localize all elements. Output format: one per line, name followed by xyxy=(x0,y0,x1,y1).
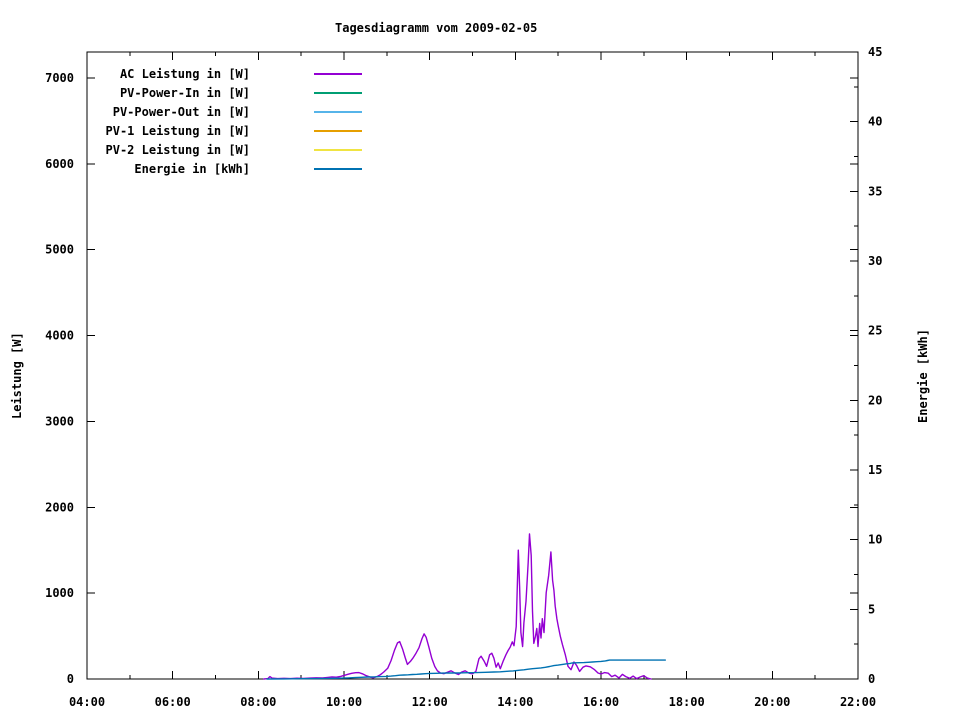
legend-item: PV-2 Leistung in [W] xyxy=(87,140,377,159)
series-lines xyxy=(263,533,666,680)
chart-title: Tagesdiagramm vom 2009-02-05 xyxy=(335,21,538,35)
y1-tick-label: 3000 xyxy=(45,414,74,428)
legend-item: PV-1 Leistung in [W] xyxy=(87,121,377,140)
y1-axis: 0 1000 2000 3000 4000 5000 6000 7000 xyxy=(45,71,858,686)
legend-label: PV-Power-In in [W] xyxy=(119,85,250,100)
y2-tick-label: 15 xyxy=(868,463,882,477)
legend-line-sample xyxy=(314,72,362,75)
legend-item: Energie in [kWh] xyxy=(87,159,377,178)
x-tick-label: 20:00 xyxy=(754,695,790,709)
y2-tick-label: 25 xyxy=(868,324,882,338)
y1-tick-label: 4000 xyxy=(45,329,74,343)
y1-tick-label: 0 xyxy=(67,672,74,686)
x-tick-label: 04:00 xyxy=(69,695,105,709)
series-line xyxy=(266,659,666,680)
x-tick-label: 08:00 xyxy=(240,695,276,709)
legend-label: PV-1 Leistung in [W] xyxy=(105,123,251,138)
legend-label: PV-Power-Out in [W] xyxy=(112,104,250,119)
y1-tick-label: 1000 xyxy=(45,586,74,600)
y2-axis: 0 5 10 15 20 25 30 35 40 45 xyxy=(850,45,882,686)
legend-label: AC Leistung in [W] xyxy=(119,66,250,81)
x-tick-label: 12:00 xyxy=(412,695,448,709)
x-tick-label: 06:00 xyxy=(155,695,191,709)
y2-tick-label: 45 xyxy=(868,45,882,59)
x-tick-label: 22:00 xyxy=(840,695,876,709)
y1-tick-label: 2000 xyxy=(45,500,74,514)
x-axis: 04:00 06:00 08:00 10:00 12:00 14:00 16:00 18:00… xyxy=(69,52,876,709)
y1-tick-label: 5000 xyxy=(45,243,74,257)
x-tick-label: 18:00 xyxy=(669,695,705,709)
legend: AC Leistung in [W] PV-Power-In in [W] PV… xyxy=(87,64,377,178)
legend-item: AC Leistung in [W] xyxy=(87,64,377,83)
legend-item: PV-Power-Out in [W] xyxy=(87,102,377,121)
y1-tick-label: 6000 xyxy=(45,157,74,171)
legend-line-sample xyxy=(314,91,362,94)
y2-tick-label: 20 xyxy=(868,393,882,407)
series-line xyxy=(263,533,652,680)
y2-tick-label: 40 xyxy=(868,115,882,129)
y2-tick-label: 0 xyxy=(868,672,875,686)
y2-tick-label: 30 xyxy=(868,254,882,268)
x-tick-label: 16:00 xyxy=(583,695,619,709)
x-tick-label: 14:00 xyxy=(497,695,533,709)
y2-tick-label: 35 xyxy=(868,184,882,198)
legend-line-sample xyxy=(314,110,362,113)
legend-label: Energie in [kWh] xyxy=(134,161,250,176)
legend-label: PV-2 Leistung in [W] xyxy=(105,142,251,157)
x-tick-label: 10:00 xyxy=(326,695,362,709)
y2-tick-label: 5 xyxy=(868,602,875,616)
y1-tick-label: 7000 xyxy=(45,71,74,85)
legend-line-sample xyxy=(314,148,362,151)
y2-tick-label: 10 xyxy=(868,533,882,547)
legend-line-sample xyxy=(314,167,362,170)
legend-line-sample xyxy=(314,129,362,132)
legend-item: PV-Power-In in [W] xyxy=(87,83,377,102)
